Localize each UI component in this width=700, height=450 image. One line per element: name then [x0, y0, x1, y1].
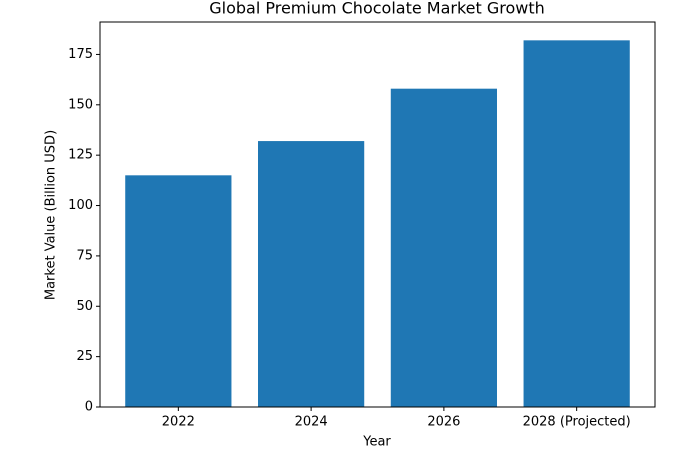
x-tick-label: 2022 [162, 415, 195, 430]
y-tick-label: 25 [76, 349, 93, 364]
x-tick-label: 2026 [427, 415, 460, 430]
y-tick-label: 100 [68, 198, 93, 213]
bar [125, 175, 232, 407]
chart-title: Global Premium Chocolate Market Growth [209, 0, 545, 18]
y-axis-label: Market Value (Billion USD) [44, 130, 59, 300]
x-tick-label: 2024 [295, 415, 328, 430]
bar [390, 88, 497, 407]
y-tick-label: 125 [68, 148, 93, 163]
y-tick-label: 0 [85, 400, 93, 415]
y-tick-label: 175 [68, 47, 93, 62]
x-tick-label: 2028 (Projected) [523, 415, 631, 430]
y-tick-label: 75 [76, 248, 93, 263]
y-tick-label: 150 [68, 97, 93, 112]
plot-frame [99, 21, 656, 408]
y-tick-label: 50 [76, 299, 93, 314]
x-axis-label: Year [362, 435, 391, 450]
bar [258, 141, 365, 408]
bar [523, 40, 630, 407]
